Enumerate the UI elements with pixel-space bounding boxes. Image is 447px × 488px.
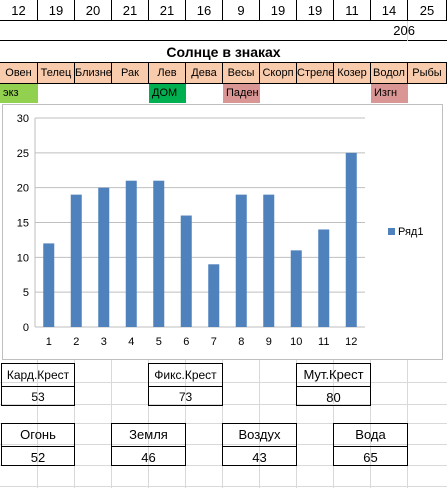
- sign-cell[interactable]: Рыбы: [408, 63, 447, 84]
- top-cell[interactable]: 16: [186, 0, 223, 21]
- earth-box: Земля 46: [111, 423, 186, 466]
- mut-cross-label: Мут.Крест: [297, 364, 370, 387]
- card-cross-label: Кард.Крест: [2, 364, 74, 387]
- water-label: Вода: [334, 424, 407, 447]
- mut-cross-box: Мут.Крест 80: [296, 363, 371, 406]
- status-izgn[interactable]: Изгн: [371, 84, 408, 103]
- x-tick-label: 7: [211, 336, 217, 348]
- bar: [263, 194, 275, 327]
- legend-label: Ряд1: [398, 226, 423, 238]
- bar-chart[interactable]: 0 5 10 15 20 25 30 1 2 3 4 5 6 7 8 9 10 11 12 Ряд1: [2, 104, 443, 360]
- air-label: Воздух: [223, 424, 296, 447]
- total-count-cell[interactable]: 206: [393, 23, 415, 38]
- y-tick-label: 30: [17, 113, 29, 125]
- y-tick-label: 5: [23, 287, 29, 299]
- fixed-cross-label: Фикс.Крест: [149, 364, 222, 387]
- bar: [318, 229, 330, 327]
- bar: [180, 215, 192, 327]
- x-tick-label: 4: [128, 336, 134, 348]
- mut-cross-value[interactable]: 80: [326, 390, 341, 405]
- card-cross-value[interactable]: 53: [31, 390, 45, 404]
- x-tick-label: 11: [318, 336, 329, 348]
- x-tick-label: 12: [345, 336, 357, 348]
- earth-label: Земля: [112, 424, 185, 447]
- bar: [43, 243, 55, 327]
- x-tick-label: 5: [156, 336, 162, 348]
- sign-cell[interactable]: Козер: [334, 63, 371, 84]
- top-cell[interactable]: 25: [408, 0, 447, 21]
- top-cell[interactable]: 19: [297, 0, 334, 21]
- fire-value[interactable]: 52: [30, 450, 46, 465]
- status-ekz[interactable]: экз: [0, 84, 38, 103]
- sign-cell[interactable]: Лев: [149, 63, 186, 84]
- top-cell[interactable]: 19: [260, 0, 297, 21]
- fixed-cross-value[interactable]: 73: [178, 390, 193, 404]
- top-cell[interactable]: 19: [38, 0, 75, 21]
- sign-cell[interactable]: Близне: [75, 63, 112, 84]
- x-tick-label: 2: [73, 336, 79, 348]
- earth-value[interactable]: 46: [141, 450, 156, 465]
- x-tick-label: 6: [183, 336, 189, 348]
- bar: [70, 194, 82, 327]
- y-tick-label: 20: [17, 183, 29, 195]
- sign-cell[interactable]: Стреле: [297, 63, 334, 84]
- status-paden[interactable]: Паден: [223, 84, 260, 103]
- sign-cell[interactable]: Водол: [371, 63, 408, 84]
- bar: [98, 187, 110, 327]
- page-title: Солнце в знаках: [0, 41, 447, 63]
- x-tick-label: 1: [46, 336, 52, 348]
- x-tick-label: 8: [238, 336, 244, 348]
- top-cell[interactable]: 21: [149, 0, 186, 21]
- air-value[interactable]: 43: [252, 450, 267, 465]
- air-box: Воздух 43: [222, 423, 297, 466]
- top-cell[interactable]: 9: [223, 0, 260, 21]
- fire-box: Огонь 52: [1, 423, 75, 466]
- top-cell[interactable]: 20: [75, 0, 112, 21]
- y-tick-label: 15: [17, 218, 29, 230]
- x-tick-label: 3: [101, 336, 107, 348]
- x-tick-label: 9: [266, 336, 272, 348]
- water-value[interactable]: 65: [363, 450, 378, 465]
- sign-cell[interactable]: Телец: [38, 63, 75, 84]
- x-tick-label: 10: [290, 336, 302, 348]
- bar: [235, 194, 247, 327]
- bar: [345, 152, 357, 327]
- water-box: Вода 65: [333, 423, 408, 466]
- sign-cell[interactable]: Дева: [186, 63, 223, 84]
- total-row: 206: [0, 21, 447, 41]
- sign-cell[interactable]: Рак: [112, 63, 149, 84]
- top-cell[interactable]: 11: [334, 0, 371, 21]
- y-tick-label: 25: [17, 148, 29, 160]
- bar: [125, 180, 137, 327]
- fixed-cross-box: Фикс.Крест 73: [148, 363, 223, 406]
- sign-cell[interactable]: Овен: [0, 63, 38, 84]
- card-cross-box: Кард.Крест 53: [1, 363, 75, 406]
- top-cell[interactable]: 14: [371, 0, 408, 21]
- legend-swatch: [388, 228, 395, 235]
- fire-label: Огонь: [2, 424, 74, 447]
- bar: [153, 180, 165, 327]
- y-tick-label: 0: [23, 322, 29, 334]
- top-cell[interactable]: 21: [112, 0, 149, 21]
- bar: [290, 250, 302, 327]
- status-dom[interactable]: ДОМ: [149, 84, 186, 103]
- y-tick-label: 10: [17, 252, 29, 264]
- top-cell[interactable]: 12: [0, 0, 38, 21]
- sign-cell[interactable]: Скорп: [260, 63, 297, 84]
- sign-cell[interactable]: Весы: [223, 63, 260, 84]
- bar: [208, 264, 220, 327]
